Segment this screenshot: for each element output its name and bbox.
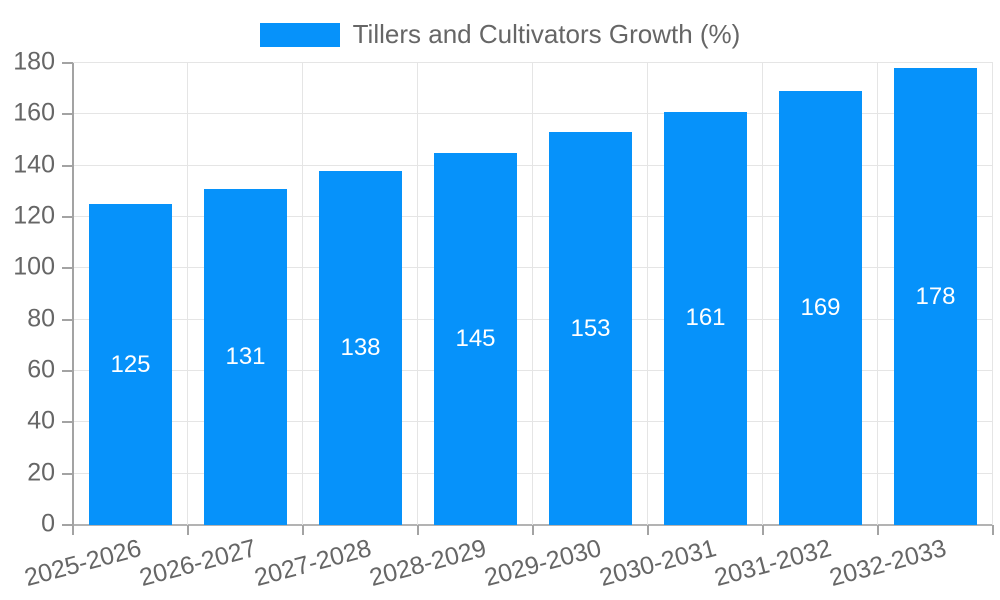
- gridline-vertical: [532, 63, 533, 525]
- bar: [89, 204, 172, 525]
- y-axis-tick-label: 60: [27, 355, 55, 384]
- y-axis-tick: [62, 113, 73, 116]
- x-axis-tick: [647, 525, 649, 535]
- plot-area: 0 20 40 60 80 100 120 140 160 180 125 2025-2026 131 2…: [13, 47, 994, 592]
- gridline-vertical: [877, 63, 878, 525]
- bar: [894, 68, 977, 525]
- y-axis-tick-label: 20: [27, 457, 55, 486]
- bar: [549, 132, 632, 525]
- x-axis-tick: [187, 525, 189, 535]
- bar-value-label: 161: [685, 304, 726, 332]
- x-axis-tick: [417, 525, 419, 535]
- x-axis-tick-label: 2028-2029: [366, 534, 489, 592]
- gridline-vertical: [647, 63, 648, 525]
- y-axis-tick-label: 40: [27, 406, 55, 435]
- y-axis-tick: [62, 472, 73, 475]
- gridline-horizontal: [73, 472, 993, 474]
- x-axis-tick-label: 2030-2031: [596, 534, 719, 592]
- gridline-horizontal: [73, 318, 993, 320]
- gridline-vertical: [302, 63, 303, 525]
- y-axis-line: [72, 63, 74, 525]
- x-axis-tick-label: 2025-2026: [21, 534, 144, 592]
- gridline-vertical: [992, 63, 993, 525]
- y-axis-tick-label: 100: [13, 252, 55, 281]
- bar-value-label: 145: [455, 324, 496, 352]
- x-axis-tick: [992, 525, 994, 535]
- bar: [204, 188, 287, 525]
- bar-value-label: 131: [225, 342, 266, 370]
- y-axis-tick: [62, 370, 73, 372]
- bar-value-label: 138: [340, 333, 381, 361]
- gridline-vertical: [417, 63, 418, 525]
- x-axis-tick-label: 2027-2028: [251, 534, 374, 592]
- gridline-horizontal: [73, 267, 993, 269]
- y-axis-tick: [62, 524, 73, 526]
- gridline-vertical: [187, 63, 188, 525]
- y-axis-tick-label: 0: [41, 509, 55, 538]
- bar-value-label: 125: [110, 350, 151, 378]
- gridline-horizontal: [73, 62, 993, 63]
- x-axis-tick-label: 2032-2033: [826, 534, 949, 592]
- x-axis-tick-label: 2029-2030: [481, 534, 604, 592]
- gridline-horizontal: [73, 216, 993, 217]
- x-axis-tick: [72, 525, 74, 535]
- y-axis-tick: [62, 164, 73, 167]
- gridline-horizontal: [73, 421, 993, 423]
- bar: [434, 152, 517, 525]
- bar-value-label: 169: [800, 294, 841, 322]
- y-axis-tick-label: 140: [13, 149, 55, 178]
- y-axis-tick: [62, 216, 73, 218]
- bar-value-label: 178: [915, 282, 956, 310]
- bar: [664, 111, 747, 525]
- gridline-horizontal: [73, 370, 993, 371]
- y-axis-tick-label: 160: [13, 98, 55, 127]
- legend: Tillers and Cultivators Growth (%): [0, 19, 1000, 50]
- gridline-horizontal: [73, 164, 993, 166]
- legend-swatch: [259, 22, 340, 47]
- y-axis-tick-label: 80: [27, 303, 55, 332]
- x-axis-tick: [762, 525, 764, 535]
- y-axis-tick-label: 120: [13, 201, 55, 230]
- gridline-horizontal: [73, 113, 993, 115]
- y-axis-tick: [62, 421, 73, 424]
- x-axis-tick: [532, 525, 534, 535]
- bar-value-label: 153: [570, 314, 611, 342]
- y-axis-tick: [62, 62, 73, 64]
- x-axis-tick: [302, 525, 304, 535]
- y-axis-tick: [62, 267, 73, 270]
- y-axis-tick: [62, 318, 73, 321]
- legend-label: Tillers and Cultivators Growth (%): [352, 19, 741, 49]
- bar: [319, 170, 402, 525]
- bar: [779, 91, 862, 525]
- x-axis-tick-label: 2031-2032: [711, 534, 834, 592]
- x-axis-tick-label: 2026-2027: [136, 534, 259, 592]
- x-axis-tick: [877, 525, 879, 535]
- y-axis-tick-label: 180: [13, 47, 55, 76]
- gridline-vertical: [762, 63, 763, 525]
